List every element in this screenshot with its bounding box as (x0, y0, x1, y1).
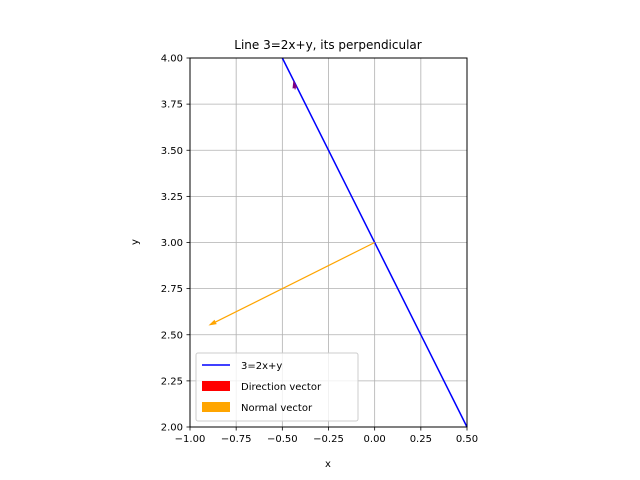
series-line (281, 57, 468, 428)
legend-box (195, 352, 359, 422)
x-tick-label: 0.50 (456, 434, 478, 445)
legend-direction-swatch (202, 381, 230, 391)
normal-vector-shaft (215, 241, 375, 323)
x-tick-label: 0.25 (410, 434, 432, 445)
x-tick-label: −0.50 (267, 434, 298, 445)
ticks: −1.00 −0.75 −0.50 −0.25 0.00 0.25 0.50 2.00 2.25… (161, 54, 478, 446)
legend-label-direction: Direction vector (241, 382, 322, 393)
plot-data (208, 57, 468, 428)
chart-title: Line 3=2x+y, its perpendicular (234, 38, 422, 52)
y-tick-label: 3.00 (161, 238, 183, 249)
legend: 3=2x+y Direction vector Normal vector (195, 352, 359, 422)
y-axis-label: y (130, 239, 141, 245)
y-tick-label: 2.25 (161, 376, 183, 387)
y-tick-label: 3.25 (161, 192, 183, 203)
y-tick-label: 3.75 (161, 100, 183, 111)
direction-vector-arrowhead (292, 80, 298, 89)
legend-label-line: 3=2x+y (241, 361, 282, 372)
y-tick-label: 2.50 (161, 330, 183, 341)
x-tick-label: −0.25 (313, 434, 344, 445)
x-tick-label: −1.00 (175, 434, 206, 445)
y-tick-label: 4.00 (161, 54, 183, 65)
x-tick-label: −0.75 (221, 434, 252, 445)
y-tick-label: 2.75 (161, 284, 183, 295)
legend-normal-swatch (202, 402, 230, 412)
y-tick-label: 3.50 (161, 146, 183, 157)
y-tick-label: 2.00 (161, 423, 183, 434)
normal-vector-arrowhead (208, 319, 217, 326)
x-tick-label: 0.00 (364, 434, 386, 445)
x-axis-label: x (325, 459, 331, 470)
legend-label-normal: Normal vector (241, 403, 313, 414)
